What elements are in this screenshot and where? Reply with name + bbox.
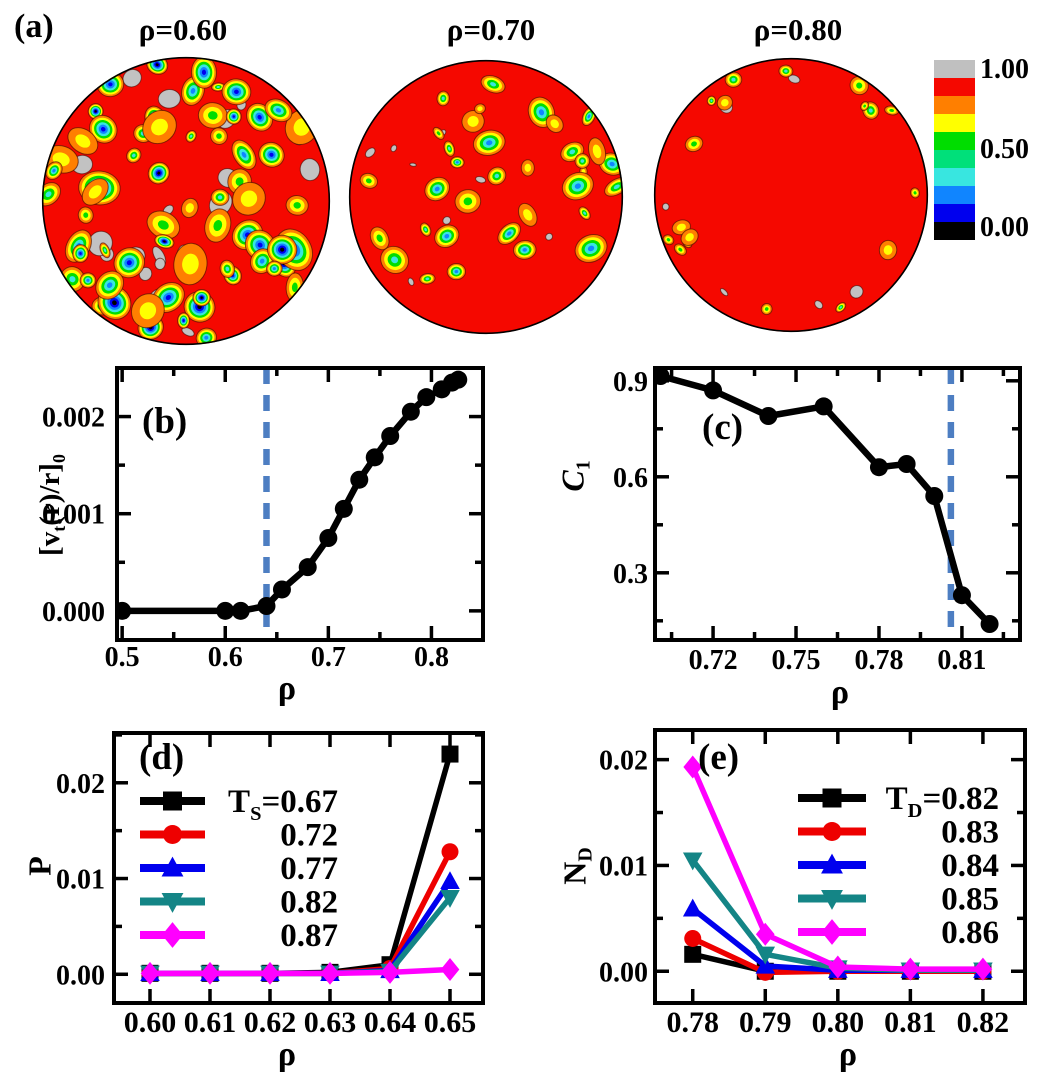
svg-text:0.82: 0.82 <box>957 1006 1010 1039</box>
panel-e-plot-area <box>682 755 993 981</box>
svg-text:0.002: 0.002 <box>42 403 105 434</box>
svg-text:0.5: 0.5 <box>105 642 140 673</box>
panel-a-title-rho-070: ρ=0.70 <box>446 12 536 47</box>
svg-text:0.81: 0.81 <box>884 1006 937 1039</box>
panel-c-ylabel: C1 <box>554 460 595 492</box>
svg-text:0.9: 0.9 <box>613 367 648 398</box>
colorbar-segment <box>934 60 975 78</box>
series-TD=0.86 <box>683 755 993 981</box>
colorbar-label-mid: 0.50 <box>980 134 1029 165</box>
panel-a-label: (a) <box>14 8 54 45</box>
svg-text:0.80: 0.80 <box>812 1006 865 1039</box>
svg-text:0.72: 0.72 <box>689 645 738 676</box>
panel-b-plot-area <box>117 368 468 640</box>
svg-text:0.01: 0.01 <box>599 851 648 882</box>
svg-text:0.6: 0.6 <box>208 642 243 673</box>
colorbar-segment <box>934 186 975 204</box>
svg-text:0.78: 0.78 <box>666 1006 719 1039</box>
contour-plot-rho-060 <box>41 56 331 346</box>
colorbar-segment <box>934 168 975 186</box>
panel-c-plot-area <box>655 368 999 640</box>
colorbar-segment <box>934 96 975 114</box>
svg-text:0.65: 0.65 <box>424 1006 477 1039</box>
svg-text:TS=0.67: TS=0.67 <box>228 784 338 825</box>
panel-a-title-rho-080: ρ=0.80 <box>753 12 843 47</box>
series-C1 <box>655 368 999 633</box>
svg-text:0.75: 0.75 <box>772 645 821 676</box>
panel-b-ylabel: [vt(r)/r]0 <box>34 454 69 556</box>
colorbar-label-top: 1.00 <box>980 54 1029 85</box>
svg-text:0.87: 0.87 <box>280 918 338 954</box>
panel-c-label: (c) <box>702 407 744 448</box>
svg-text:0.8: 0.8 <box>414 642 449 673</box>
svg-text:0.02: 0.02 <box>599 746 648 777</box>
colorbar-segment <box>934 114 975 132</box>
svg-text:0.86: 0.86 <box>941 915 999 951</box>
panel-d-ylabel: P <box>21 856 58 876</box>
contour-plot-rho-080 <box>653 57 929 333</box>
colorbar-segment <box>934 204 975 222</box>
svg-text:0.3: 0.3 <box>613 559 648 590</box>
panel-d-label: (d) <box>139 737 185 778</box>
svg-text:0.84: 0.84 <box>941 848 999 884</box>
colorbar <box>934 60 975 240</box>
panel-a-title-rho-060: ρ=0.60 <box>138 12 228 47</box>
panel-d-xlabel: ρ <box>277 1036 297 1073</box>
colorbar-segment <box>934 150 975 168</box>
panel-e-label: (e) <box>698 737 740 778</box>
svg-text:0.82: 0.82 <box>280 885 338 921</box>
panel-b-label: (b) <box>142 401 188 442</box>
svg-text:0.85: 0.85 <box>941 882 999 918</box>
svg-text:0.6: 0.6 <box>613 463 648 494</box>
svg-text:TD=0.82: TD=0.82 <box>886 781 999 822</box>
svg-text:0.00: 0.00 <box>599 957 648 988</box>
svg-text:0.63: 0.63 <box>304 1006 357 1039</box>
colorbar-label-bottom: 0.00 <box>980 212 1029 243</box>
svg-text:0.7: 0.7 <box>311 642 346 673</box>
svg-text:0.64: 0.64 <box>364 1006 417 1039</box>
colorbar-segment <box>934 132 975 150</box>
svg-text:0.83: 0.83 <box>941 815 999 851</box>
panel-e-ylabel: ND <box>556 847 597 885</box>
svg-text:0.81: 0.81 <box>937 645 986 676</box>
colorbar-segment <box>934 78 975 96</box>
svg-text:0.001: 0.001 <box>42 500 105 531</box>
svg-text:0.00: 0.00 <box>56 960 105 991</box>
colorbar-segment <box>934 222 975 240</box>
svg-text:0.61: 0.61 <box>184 1006 237 1039</box>
series-TS=0.87 <box>140 958 460 985</box>
panel-d-plot-area <box>140 745 460 985</box>
panel-c-xlabel: ρ <box>830 674 850 711</box>
panel-e-xlabel: ρ <box>838 1036 858 1073</box>
svg-text:0.79: 0.79 <box>739 1006 792 1039</box>
svg-text:0.78: 0.78 <box>854 645 903 676</box>
svg-text:0.02: 0.02 <box>56 769 105 800</box>
svg-text:0.77: 0.77 <box>280 851 338 887</box>
svg-text:0.72: 0.72 <box>280 818 338 854</box>
svg-text:0.62: 0.62 <box>244 1006 297 1039</box>
series-[vt(r)/r]0 <box>117 370 468 620</box>
contour-plot-rho-070 <box>348 59 624 335</box>
svg-text:0.000: 0.000 <box>42 597 105 628</box>
svg-text:0.60: 0.60 <box>124 1006 177 1039</box>
svg-text:0.01: 0.01 <box>56 865 105 896</box>
panel-b-xlabel: ρ <box>277 670 297 707</box>
